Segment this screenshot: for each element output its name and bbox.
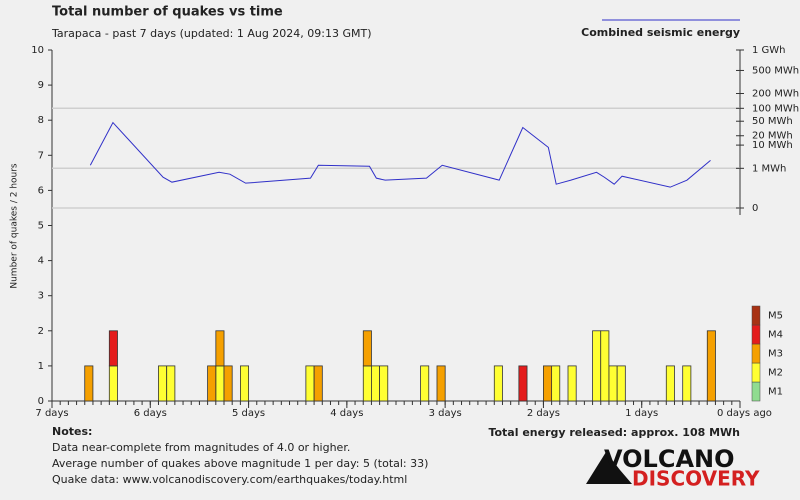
legend-label: M4 — [768, 330, 783, 341]
bar — [166, 365, 176, 402]
notes-heading: Notes: — [52, 425, 92, 438]
bar — [706, 330, 716, 402]
bar — [207, 365, 217, 402]
bar — [362, 365, 372, 402]
bar — [682, 365, 692, 402]
y-tick-label: 9 — [38, 80, 44, 91]
legend-swatch — [751, 381, 761, 402]
bar — [518, 365, 528, 402]
legend-swatch — [751, 362, 761, 383]
x-tick-label: 5 days — [232, 408, 265, 419]
bar — [84, 365, 94, 402]
y-tick-label: 10 — [31, 45, 44, 56]
bar — [305, 365, 315, 402]
logo-mountain — [586, 452, 632, 484]
bar — [240, 365, 250, 402]
y-tick-label: 1 — [38, 361, 44, 372]
legend-swatch — [751, 343, 761, 364]
bar — [215, 365, 225, 402]
bar — [543, 365, 553, 402]
bar — [313, 365, 323, 402]
bar — [215, 330, 225, 367]
bar — [371, 365, 381, 402]
logo-text: DISCOVERY — [632, 467, 760, 491]
legend-label: M1 — [768, 387, 783, 398]
y-tick-label: 5 — [38, 221, 44, 232]
bar — [223, 365, 233, 402]
energy-line — [89, 121, 711, 188]
y-tick-label: 8 — [38, 115, 44, 126]
legend-swatch — [751, 324, 761, 345]
x-tick-label: 2 days — [527, 408, 560, 419]
note: Average number of quakes above magnitude… — [52, 457, 428, 470]
y2-tick-label: 0 — [752, 203, 758, 214]
bar — [108, 330, 118, 367]
y-tick-label: 7 — [38, 150, 44, 161]
x-tick-label: 0 days ago — [717, 408, 772, 419]
chart-title: Total number of quakes vs time — [52, 5, 283, 20]
bar — [616, 365, 626, 402]
y2-tick-label: 500 MWh — [752, 65, 799, 76]
bar — [551, 365, 561, 402]
y2-tick-label: 20 MWh — [752, 131, 793, 142]
bar — [600, 330, 610, 402]
bar — [379, 365, 389, 402]
y-axis-label: Number of quakes / 2 hours — [10, 163, 20, 289]
legend-swatch — [751, 305, 761, 326]
y2-tick-label: 50 MWh — [752, 116, 793, 127]
bar — [362, 330, 372, 367]
y2-tick-label: 1 GWh — [752, 45, 786, 56]
legend-label: M3 — [768, 349, 783, 360]
legend-label: M2 — [768, 368, 783, 379]
legend-label: M5 — [768, 311, 783, 322]
bar — [493, 365, 503, 402]
y-tick-label: 4 — [38, 256, 44, 267]
bar — [608, 365, 618, 402]
x-tick-label: 4 days — [330, 408, 363, 419]
y-tick-label: 6 — [38, 185, 44, 196]
y2-tick-label: 200 MWh — [752, 88, 799, 99]
bar — [567, 365, 577, 402]
y2-tick-label: 10 MWh — [752, 140, 793, 151]
bar — [665, 365, 675, 402]
y-tick-label: 0 — [38, 396, 44, 407]
bar — [108, 365, 118, 402]
y-tick-label: 3 — [38, 291, 44, 302]
x-tick-label: 7 days — [35, 408, 68, 419]
note: Quake data: www.volcanodiscovery.com/ear… — [52, 473, 407, 486]
bar — [420, 365, 430, 402]
bar — [158, 365, 168, 402]
chart-subtitle: Tarapaca - past 7 days (updated: 1 Aug 2… — [51, 27, 372, 40]
total-energy: Total energy released: approx. 108 MWh — [488, 426, 740, 439]
y2-tick-label: 1 MWh — [752, 163, 786, 174]
logo-text: VOLCANO — [604, 445, 735, 473]
x-tick-label: 1 days — [625, 408, 658, 419]
x-tick-label: 6 days — [134, 408, 167, 419]
x-tick-label: 3 days — [429, 408, 462, 419]
y2-tick-label: 100 MWh — [752, 103, 799, 114]
bar — [436, 365, 446, 402]
bar — [592, 330, 602, 402]
legend-label: Combined seismic energy — [581, 26, 740, 39]
note: Data near-complete from magnitudes of 4.… — [52, 441, 350, 454]
y-tick-label: 2 — [38, 326, 44, 337]
